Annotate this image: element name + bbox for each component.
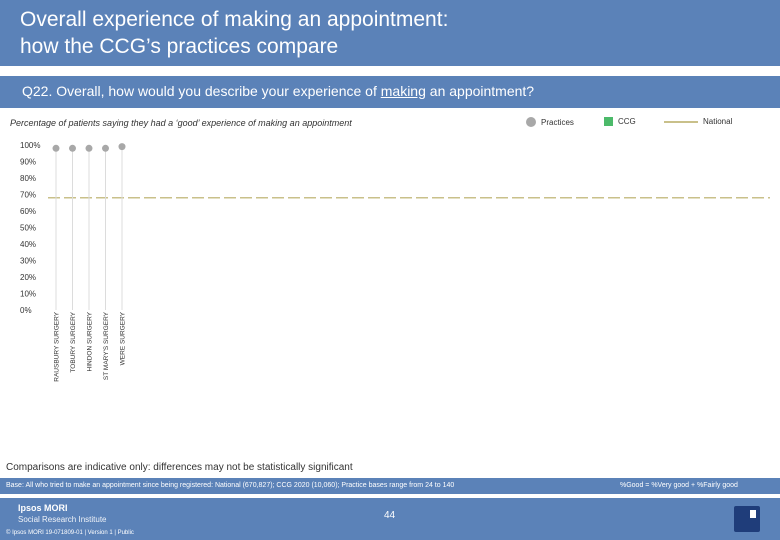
practice-point — [85, 144, 93, 152]
legend-practices: Practices — [526, 117, 574, 127]
y-tick-label: 0% — [20, 306, 32, 315]
practice-point — [52, 144, 60, 152]
practice-point — [102, 144, 109, 152]
ipsos-badge-icon — [734, 506, 760, 532]
question-text: Q22. Overall, how would you describe you… — [22, 83, 534, 99]
page-title: Overall experience of making an appointm… — [20, 6, 448, 60]
header-bar: Overall experience of making an appointm… — [0, 0, 780, 66]
chart-area: 100% 90% 80% 70% 60% 50% 40% 30% 20% 10% 0% RAUSBUR… — [20, 141, 770, 382]
category-label: RAUSBURY SURGERY — [54, 311, 61, 381]
page-title-line2: how the CCG’s practices compare — [20, 35, 339, 58]
question-suffix: an appointment? — [425, 83, 535, 99]
footer-bar: Ipsos MORI Social Research Institute © I… — [0, 498, 780, 540]
y-tick-label: 60% — [20, 207, 36, 216]
question-underlined: making — [380, 83, 426, 99]
chart-legend: Practices CCG National — [526, 117, 776, 131]
base-bar: Base: All who tried to make an appointme… — [0, 478, 780, 494]
y-tick-label: 100% — [20, 141, 40, 150]
y-tick-label: 40% — [20, 240, 36, 249]
legend-ccg-label: CCG — [618, 117, 636, 126]
category-label: ST MARY'S SURGERY — [103, 311, 110, 380]
practice-point — [69, 144, 76, 152]
legend-practices-label: Practices — [541, 117, 574, 127]
y-tick-label: 20% — [20, 273, 36, 282]
comparison-note: Comparisons are indicative only: differe… — [6, 462, 353, 473]
chart-subtitle: Percentage of patients saying they had a… — [10, 118, 352, 128]
ipsos-logo-subtitle: Social Research Institute — [18, 515, 107, 524]
legend-ccg: CCG — [604, 117, 636, 126]
y-tick-label: 10% — [20, 290, 36, 299]
good-formula: %Good = %Very good + %Fairly good — [620, 482, 738, 489]
question-bar: Q22. Overall, how would you describe you… — [0, 76, 780, 108]
legend-national-label: National — [703, 117, 733, 126]
practices-marker-icon — [526, 117, 536, 127]
copyright-text: © Ipsos MORI 19-071809-01 | Version 1 | … — [6, 530, 134, 536]
y-tick-label: 90% — [20, 158, 36, 167]
page-number: 44 — [384, 510, 396, 521]
practice-point — [118, 143, 126, 151]
ccg-marker-icon — [604, 117, 613, 126]
ipsos-logo-name: Ipsos MORI — [18, 503, 68, 513]
category-label: HINDON SURGERY — [87, 311, 94, 371]
question-prefix: Q22. Overall, how would you describe you… — [22, 83, 381, 99]
y-tick-label: 30% — [20, 257, 36, 266]
y-tick-label: 80% — [20, 174, 36, 183]
base-text: Base: All who tried to make an appointme… — [6, 482, 455, 489]
national-line-icon — [664, 120, 698, 123]
y-tick-label: 70% — [20, 191, 36, 200]
category-label: TOBURY SURGERY — [70, 311, 77, 372]
page-title-line1: Overall experience of making an appointm… — [20, 8, 449, 31]
legend-national: National — [664, 117, 732, 126]
category-label: WERE SURGERY — [120, 311, 127, 365]
y-tick-label: 50% — [20, 224, 36, 233]
